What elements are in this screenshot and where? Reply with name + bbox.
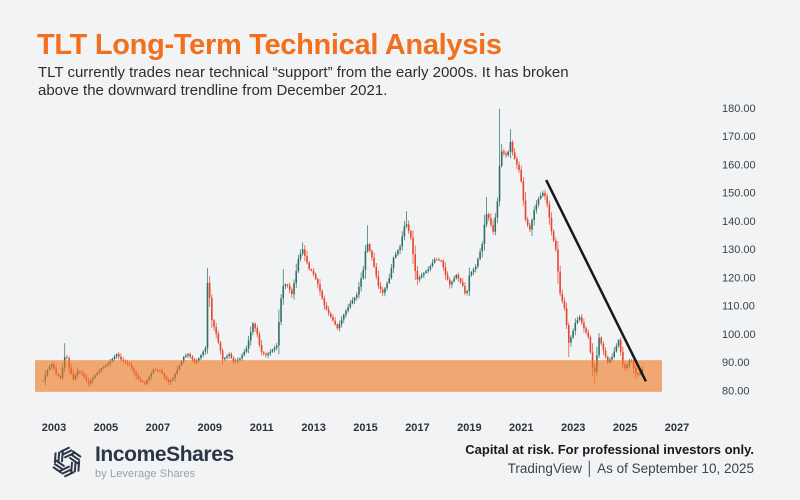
svg-text:100.00: 100.00: [722, 329, 756, 341]
brand-name: IncomeShares: [95, 443, 234, 466]
svg-text:80.00: 80.00: [722, 386, 750, 398]
svg-text:2019: 2019: [457, 422, 481, 434]
footer-disclaimer: Capital at risk. For professional invest…: [465, 442, 754, 457]
svg-text:90.00: 90.00: [722, 357, 750, 369]
svg-text:140.00: 140.00: [722, 216, 756, 228]
candles: [42, 108, 644, 387]
downward-trendline: [545, 179, 648, 382]
footer-source: TradingView │ As of September 10, 2025: [507, 461, 754, 476]
chart-subtitle: TLT currently trades near technical “sup…: [38, 64, 569, 100]
subtitle-line-1: TLT currently trades near technical “sup…: [38, 64, 569, 81]
svg-text:2017: 2017: [405, 422, 429, 434]
hexagon-pinwheel-icon: [52, 446, 82, 478]
svg-text:170.00: 170.00: [722, 131, 756, 143]
support-zone: [35, 360, 662, 392]
page-title: TLT Long-Term Technical Analysis: [37, 29, 502, 61]
svg-text:2009: 2009: [198, 422, 222, 434]
svg-text:2011: 2011: [250, 422, 274, 434]
svg-text:120.00: 120.00: [722, 272, 756, 284]
svg-text:2013: 2013: [301, 422, 325, 434]
svg-text:2007: 2007: [146, 422, 170, 434]
svg-text:2027: 2027: [665, 422, 689, 434]
svg-text:130.00: 130.00: [722, 244, 756, 256]
svg-text:2005: 2005: [94, 422, 118, 434]
x-axis-labels: 2003 2005 2007 2009 2011 2013 2015 2017 2019 2021…: [42, 422, 690, 434]
svg-text:150.00: 150.00: [722, 188, 756, 200]
brand-lockup: IncomeShares by Leverage Shares: [48, 444, 234, 480]
footer-right-block: Capital at risk. For professional invest…: [465, 442, 754, 477]
svg-text:2023: 2023: [561, 422, 585, 434]
brand-subtitle: by Leverage Shares: [95, 468, 196, 480]
svg-text:2015: 2015: [353, 422, 377, 434]
y-axis-labels: 180.00 170.00 160.00 150.00 140.00 130.00 120.…: [722, 103, 756, 398]
svg-text:160.00: 160.00: [722, 159, 756, 171]
svg-text:2025: 2025: [613, 422, 637, 434]
subtitle-line-2: above the downward trendline from Decemb…: [38, 82, 388, 99]
svg-text:2003: 2003: [42, 422, 66, 434]
svg-text:2021: 2021: [509, 422, 533, 434]
svg-text:180.00: 180.00: [722, 103, 756, 115]
svg-text:110.00: 110.00: [722, 301, 755, 313]
